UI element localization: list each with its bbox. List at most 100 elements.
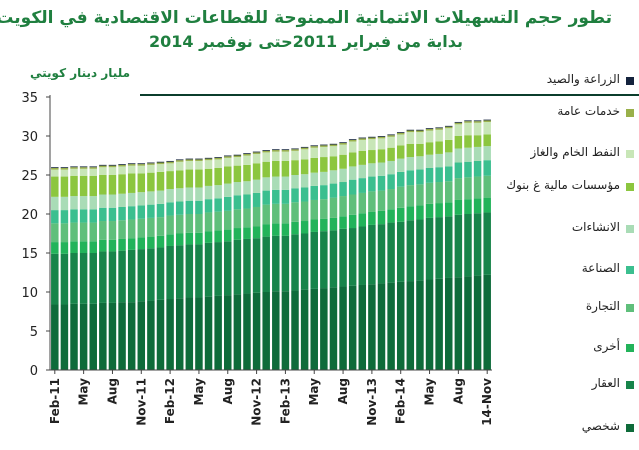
legend-label: النفط الخام والغاز <box>530 145 620 159</box>
bar-segment <box>214 211 222 231</box>
y-tick-label: 25 <box>21 169 38 184</box>
bar-segment <box>464 276 472 370</box>
bar-segment <box>454 136 463 149</box>
bar-segment <box>281 291 290 370</box>
bar-segment <box>368 136 376 138</box>
bar-segment <box>108 207 117 222</box>
bar-segment <box>281 223 290 236</box>
bar-segment <box>224 196 232 211</box>
legend-label: الزراعة والصيد <box>546 72 620 86</box>
bar-segment <box>108 164 117 166</box>
bar-segment <box>118 174 126 194</box>
bar-segment <box>329 230 338 288</box>
bar-segment <box>175 188 184 202</box>
bar-segment <box>166 215 174 235</box>
bar-segment <box>425 128 434 129</box>
bar-segment <box>291 150 299 161</box>
x-tick-label: May <box>307 378 321 406</box>
bar-segment <box>454 124 463 136</box>
legend-label: العقار <box>591 376 620 390</box>
bar-segment <box>262 150 270 153</box>
bar-segment <box>147 248 155 301</box>
bar-segment <box>233 182 242 196</box>
bar-segment <box>348 194 357 215</box>
bar-segment <box>127 165 136 174</box>
y-tick-label: 5 <box>30 325 38 340</box>
legend-swatch <box>626 304 634 312</box>
bar-segment <box>358 164 367 179</box>
bar-segment <box>89 222 97 242</box>
bar-segment <box>464 161 472 178</box>
bar-segment <box>445 202 453 217</box>
bar-segment <box>445 277 453 370</box>
bar-segment <box>89 253 97 304</box>
bar-segment <box>51 196 59 211</box>
bar-segment <box>195 214 203 233</box>
bar-segment <box>108 239 117 252</box>
legend-item: خدمات عامة <box>498 104 634 119</box>
bar-segment <box>396 281 405 370</box>
bar-segment <box>329 170 338 184</box>
bar-segment <box>406 281 415 370</box>
bar-segment <box>272 150 280 152</box>
bar-segment <box>310 185 318 200</box>
bar-segment <box>358 192 367 214</box>
bar-segment <box>272 160 280 177</box>
bar-segment <box>156 162 165 165</box>
bar-segment <box>320 157 328 172</box>
bar-segment <box>291 234 299 291</box>
bar-segment <box>233 209 242 229</box>
y-tick-label: 20 <box>21 208 38 223</box>
bar-segment <box>483 197 491 213</box>
bar-segment <box>473 176 482 199</box>
bar-segment <box>51 169 59 177</box>
bar-segment <box>204 158 213 161</box>
bar-segment <box>233 228 242 240</box>
bar-segment <box>233 165 242 183</box>
y-tick-label: 10 <box>21 286 38 301</box>
bar-segment <box>175 170 184 189</box>
bar-segment <box>396 171 405 187</box>
x-tick-label: 14-Nov <box>480 378 494 426</box>
bar-segment <box>79 303 88 370</box>
bar-segment <box>416 129 424 131</box>
bar-segment <box>195 158 203 160</box>
bar-segment <box>445 216 453 278</box>
bar-segment <box>272 223 280 236</box>
bar-segment <box>214 185 222 199</box>
bar-segment <box>377 283 386 370</box>
bar-segment <box>195 159 203 161</box>
bar-segment <box>185 200 194 214</box>
bar-segment <box>79 168 88 176</box>
x-tick-label: Feb-12 <box>163 378 177 424</box>
bar-segment <box>166 163 174 172</box>
bar-segment <box>406 206 415 221</box>
bar-segment <box>60 223 69 243</box>
bar-segment <box>320 218 328 232</box>
legend-item: العقار <box>498 376 634 391</box>
bar-segment <box>377 136 386 137</box>
bar-segment <box>300 289 309 370</box>
bar-segment <box>243 194 251 209</box>
bar-segment <box>214 157 222 158</box>
bar-segment <box>214 157 222 160</box>
x-tick-label: May <box>423 378 437 406</box>
bar-segment <box>262 224 270 237</box>
bar-segment <box>147 217 155 237</box>
x-tick-label: Nov-11 <box>134 378 148 426</box>
bar-segment <box>425 142 434 155</box>
bar-segment <box>272 176 280 190</box>
bar-segment <box>329 197 338 218</box>
bar-segment <box>147 162 155 164</box>
bar-segment <box>89 167 97 169</box>
bar-segment <box>358 150 367 165</box>
bar-segment <box>435 153 443 168</box>
bar-segment <box>233 195 242 210</box>
bar-segment <box>348 285 357 370</box>
bar-segment <box>454 148 463 163</box>
x-tick-label: May <box>77 378 91 406</box>
bar-segment <box>300 149 309 160</box>
bar-segment <box>99 239 107 252</box>
bar-segment <box>137 163 146 165</box>
